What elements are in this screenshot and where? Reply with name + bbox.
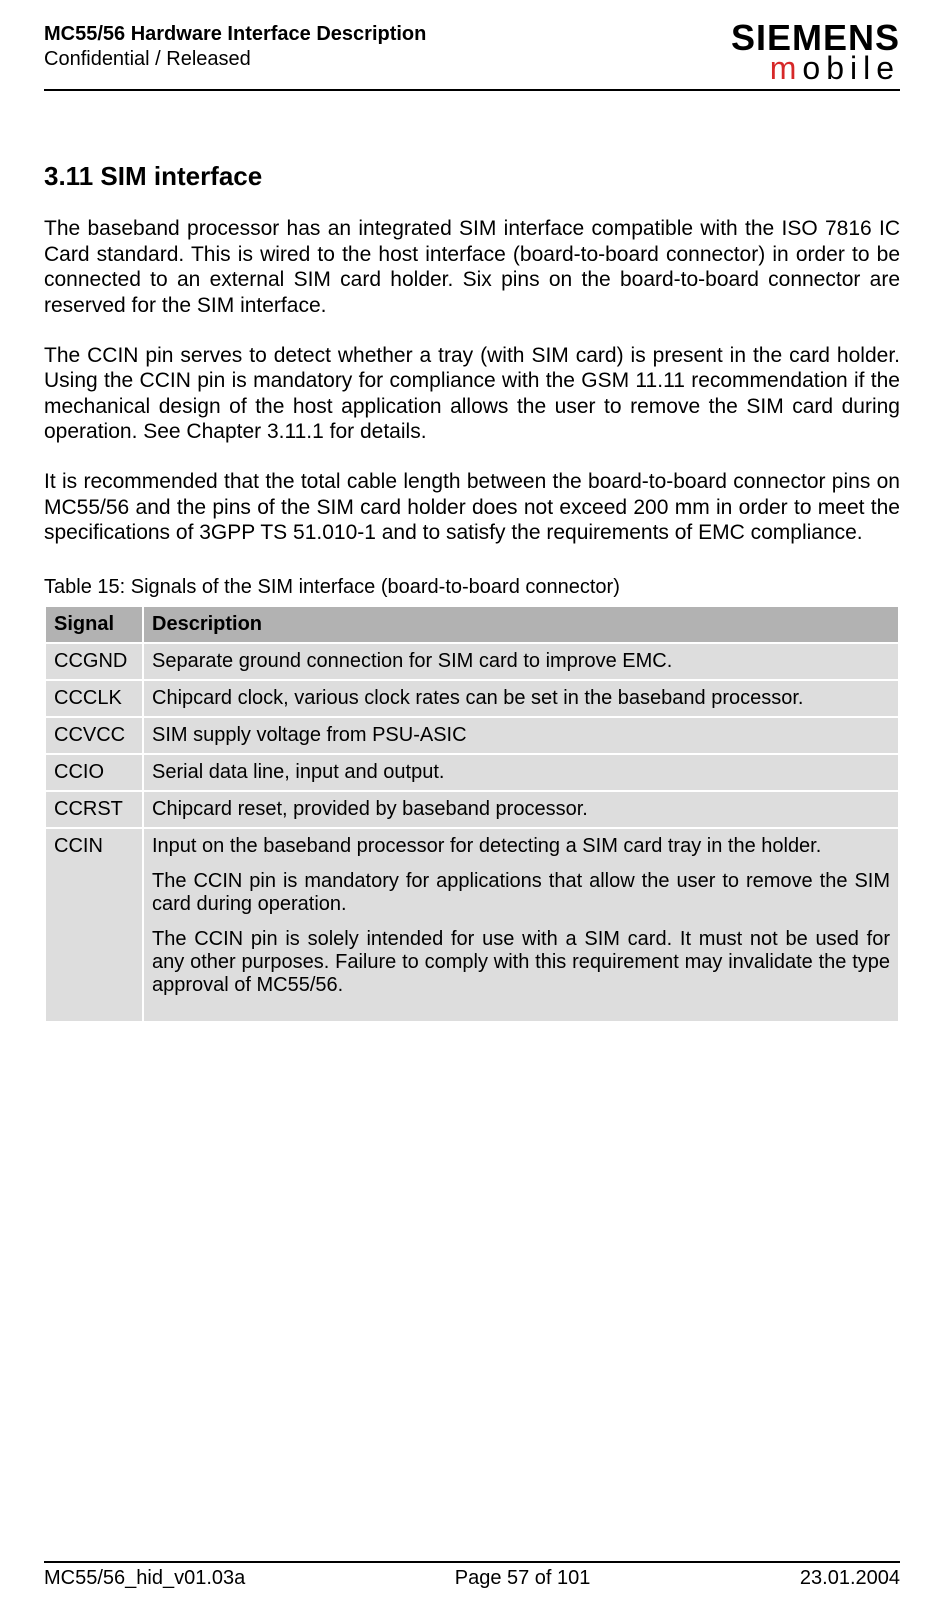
doc-title: MC55/56 Hardware Interface Description [44,22,426,47]
table-row: CCVCC SIM supply voltage from PSU-ASIC [45,717,899,754]
ccin-line-2: The CCIN pin is mandatory for applicatio… [152,870,890,916]
table-row: CCGND Separate ground connection for SIM… [45,643,899,680]
page: MC55/56 Hardware Interface Description C… [0,0,944,1618]
footer-row: MC55/56_hid_v01.03a Page 57 of 101 23.01… [44,1567,900,1590]
footer-left: MC55/56_hid_v01.03a [44,1567,245,1590]
cell-description: SIM supply voltage from PSU-ASIC [143,717,899,754]
logo-mobile-m: m [770,50,803,86]
table-row: CCCLK Chipcard clock, various clock rate… [45,680,899,717]
table-header-row: Signal Description [45,606,899,643]
cell-signal: CCGND [45,643,143,680]
table-header-signal: Signal [45,606,143,643]
paragraph-3: It is recommended that the total cable l… [44,469,900,546]
table-caption: Table 15: Signals of the SIM interface (… [44,576,900,599]
cell-signal: CCCLK [45,680,143,717]
logo-mobile-text: mobile [731,54,900,83]
cell-signal: CCIO [45,754,143,791]
doc-status: Confidential / Released [44,47,426,72]
page-footer: MC55/56_hid_v01.03a Page 57 of 101 23.01… [44,1561,900,1590]
footer-right: 23.01.2004 [800,1567,900,1590]
table-row: CCRST Chipcard reset, provided by baseba… [45,791,899,828]
paragraph-2: The CCIN pin serves to detect whether a … [44,343,900,445]
footer-rule [44,1561,900,1563]
cell-description: Chipcard clock, various clock rates can … [143,680,899,717]
cell-signal: CCRST [45,791,143,828]
brand-logo: SIEMENS mobile [731,22,900,83]
logo-mobile-rest: obile [802,50,900,86]
cell-description: Serial data line, input and output. [143,754,899,791]
cell-signal: CCVCC [45,717,143,754]
table-row-ccin: CCIN Input on the baseband processor for… [45,828,899,1022]
section-heading: 3.11 SIM interface [44,161,900,192]
footer-center: Page 57 of 101 [455,1567,591,1590]
spacer [44,1023,900,1561]
cell-description: Chipcard reset, provided by baseband pro… [143,791,899,828]
cell-signal: CCIN [45,828,143,1022]
page-header: MC55/56 Hardware Interface Description C… [44,22,900,83]
table-row: CCIO Serial data line, input and output. [45,754,899,791]
ccin-line-1: Input on the baseband processor for dete… [152,835,890,858]
ccin-block: Input on the baseband processor for dete… [152,835,890,997]
cell-description: Separate ground connection for SIM card … [143,643,899,680]
table-header-description: Description [143,606,899,643]
cell-description-ccin: Input on the baseband processor for dete… [143,828,899,1022]
header-rule [44,89,900,91]
ccin-line-3: The CCIN pin is solely intended for use … [152,928,890,997]
signal-table: Signal Description CCGND Separate ground… [44,605,900,1023]
paragraph-1: The baseband processor has an integrated… [44,216,900,318]
header-left: MC55/56 Hardware Interface Description C… [44,22,426,72]
